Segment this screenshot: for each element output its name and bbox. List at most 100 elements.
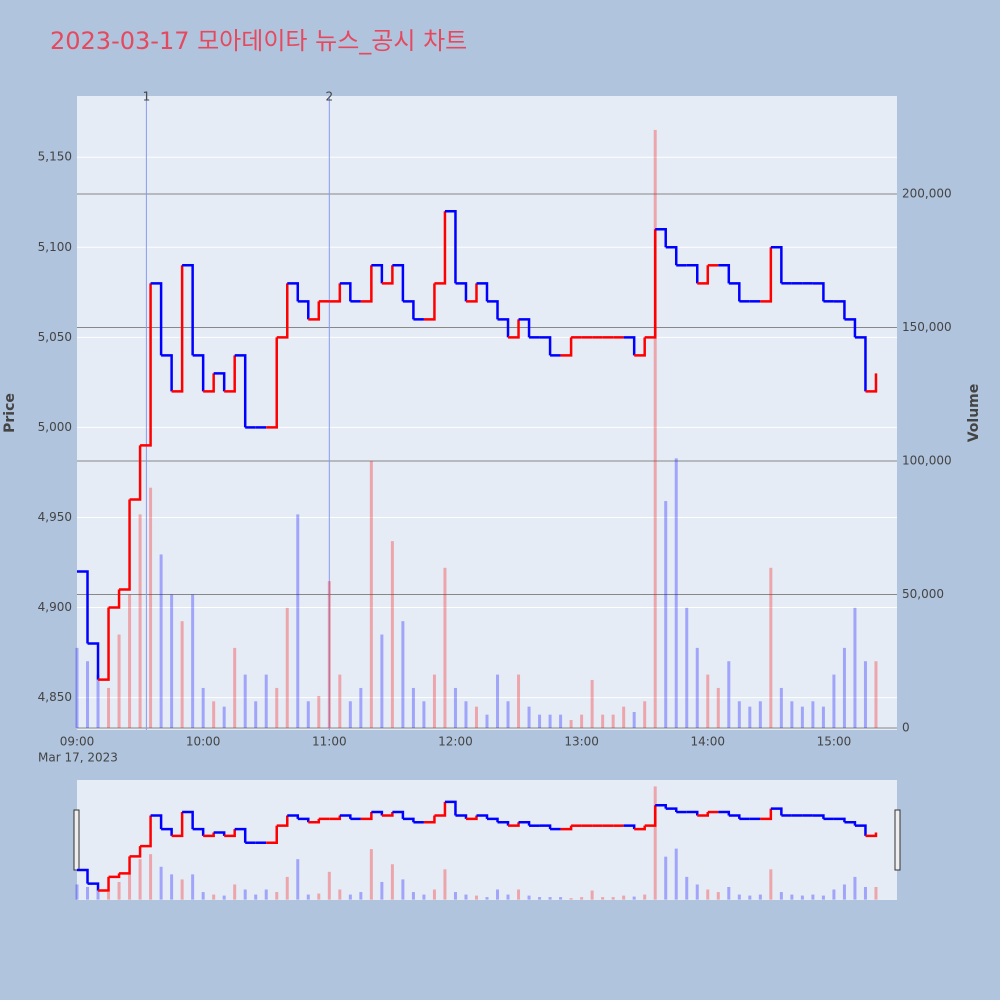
price-step — [718, 264, 731, 284]
price-step — [87, 642, 100, 680]
volume-bar — [138, 514, 142, 728]
slider-volume-bar — [622, 895, 626, 900]
slider-volume-bar — [611, 897, 615, 900]
volume-bar — [506, 701, 510, 728]
y2-tick-label: 150,000 — [902, 320, 952, 334]
price-step — [213, 372, 226, 392]
slider-volume-bar — [380, 881, 384, 900]
slider-volume-bar — [201, 892, 205, 900]
volume-bar — [453, 687, 457, 728]
price-step — [508, 319, 520, 339]
y-axis-title: Price — [2, 393, 18, 433]
volume-bar — [527, 706, 531, 728]
slider-handle[interactable] — [894, 809, 901, 871]
slider-price-step — [339, 814, 352, 819]
price-step — [308, 301, 321, 321]
volume-bar — [296, 514, 300, 728]
chart-title: 2023-03-17 모아데이타 뉴스_공시 차트 — [50, 27, 467, 55]
slider-volume-bar — [580, 897, 584, 900]
slider-volume-bar — [674, 848, 678, 900]
volume-bar — [517, 674, 521, 728]
x-tick-label: 09:00 — [60, 735, 95, 749]
price-step — [444, 210, 457, 284]
slider-volume-bar — [327, 871, 331, 900]
slider-volume-bar — [538, 897, 542, 900]
volume-bar — [359, 687, 363, 728]
y2-tick-label: 200,000 — [902, 186, 952, 200]
price-step — [655, 228, 667, 248]
slider-volume-bar — [758, 894, 762, 900]
volume-bar — [243, 674, 247, 728]
slider-volume-bar — [138, 859, 142, 900]
price-step — [171, 265, 184, 393]
price-step — [161, 354, 173, 392]
slider-price-step — [644, 805, 657, 827]
volume-bar — [485, 714, 489, 728]
slider-volume-bar — [212, 894, 216, 900]
slider-price-step — [213, 831, 226, 836]
slider-volume-bar — [706, 889, 710, 900]
volume-bar — [75, 647, 79, 728]
news-label: 1 — [143, 90, 151, 104]
price-step — [224, 355, 236, 393]
y2-axis-title: Volume — [966, 384, 982, 443]
slider-volume-bar — [485, 897, 489, 900]
slider-volume-bar — [359, 892, 363, 900]
plot-area — [77, 96, 897, 730]
price-step — [329, 283, 342, 303]
slider-volume-bar — [285, 876, 289, 900]
slider-volume-bar — [180, 879, 184, 900]
slider-price-step — [129, 846, 142, 858]
slider-price-step — [402, 817, 415, 823]
slider-volume-bar — [443, 869, 447, 900]
slider-volume-bar — [727, 886, 731, 900]
slider-volume-bar — [632, 896, 636, 900]
slider-volume-bar — [296, 859, 300, 900]
y2-tick-label: 0 — [902, 720, 910, 734]
price-step — [423, 283, 436, 321]
slider-volume-bar — [306, 894, 310, 900]
volume-bar — [779, 687, 783, 728]
slider-volume-bar — [716, 892, 720, 900]
volume-bar — [853, 607, 857, 728]
slider-price-step — [760, 808, 773, 821]
slider-volume-bar — [664, 856, 668, 900]
price-step — [381, 265, 394, 285]
slider-price-step — [182, 810, 194, 830]
volume-bar — [706, 674, 710, 728]
price-step — [476, 282, 489, 302]
x-tick-label: 15:00 — [817, 735, 852, 749]
slider-price-step — [119, 856, 131, 875]
slider-volume-bar — [853, 876, 857, 900]
volume-bar — [653, 129, 657, 728]
volume-bar — [685, 607, 689, 728]
range-slider[interactable] — [77, 780, 897, 900]
slider-volume-bar — [590, 890, 594, 900]
volume-bar — [222, 706, 226, 728]
volume-bar — [432, 674, 436, 728]
y2-tick-label: 100,000 — [902, 453, 952, 467]
slider-volume-bar — [695, 884, 699, 900]
price-step — [487, 300, 499, 320]
volume-bar — [716, 687, 720, 728]
slider-volume-bar — [243, 889, 247, 900]
slider-volume-bar — [643, 894, 647, 900]
x-tick-label: 13:00 — [564, 735, 599, 749]
slider-volume-bar — [264, 889, 268, 900]
price-step — [665, 246, 678, 266]
volume-bar — [117, 634, 121, 728]
slider-price-step — [87, 882, 100, 891]
price-step — [98, 607, 110, 681]
price-step — [129, 445, 142, 501]
price-step — [560, 337, 573, 357]
slider-price-step — [234, 827, 247, 843]
y-tick-label: 4,950 — [38, 510, 72, 524]
price-step — [182, 264, 194, 356]
slider-handle[interactable] — [73, 809, 80, 871]
volume-bar — [212, 701, 216, 728]
price-step — [497, 318, 510, 338]
slider-volume-bar — [254, 894, 258, 900]
slider-price-step — [508, 822, 520, 827]
volume-bar — [790, 701, 794, 728]
slider-volume-bar — [317, 893, 321, 900]
